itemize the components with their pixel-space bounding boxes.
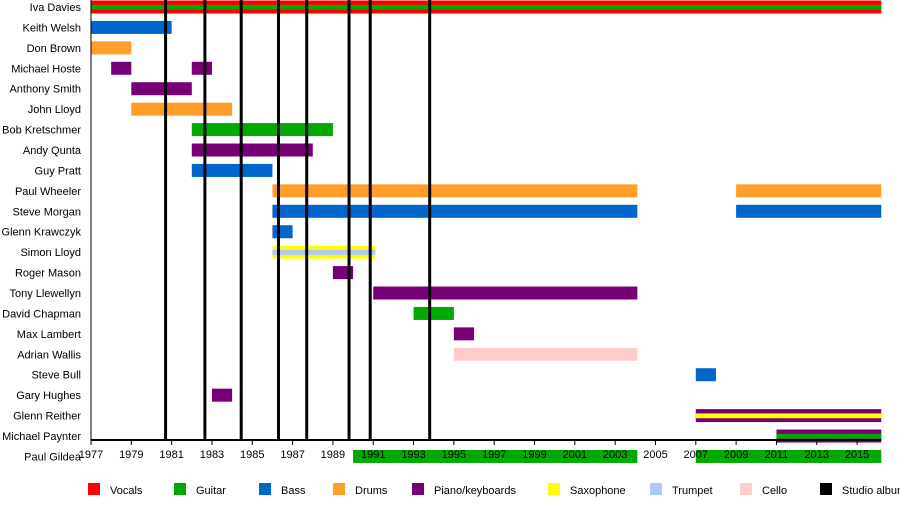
legend-swatch	[740, 483, 752, 495]
member-bars	[91, 0, 882, 463]
member-labels: Iva Davies Keith Welsh Don Brown Michael Ho…	[2, 2, 82, 463]
legend-swatch	[333, 483, 345, 495]
member-label: Adrian Wallis	[17, 349, 81, 361]
legend: Vocals Guitar Bass Drums Piano/keyboards Saxo…	[88, 483, 900, 497]
member-bar	[736, 184, 882, 198]
member-label: Steve Morgan	[13, 206, 81, 218]
member-bar	[191, 143, 313, 157]
member-bar-secondary-role	[272, 249, 376, 255]
x-tick-label: 1999	[522, 449, 546, 461]
member-label: Andy Qunta	[23, 145, 82, 157]
legend-swatch	[650, 483, 662, 495]
legend-label: Bass	[281, 485, 306, 497]
member-bar	[211, 388, 233, 402]
member-label: Don Brown	[27, 43, 81, 55]
member-label: Michael Paynter	[2, 431, 81, 443]
member-bar	[272, 204, 638, 218]
x-tick-label: 1995	[442, 449, 466, 461]
member-label: Anthony Smith	[9, 84, 81, 96]
member-bar-secondary-role	[695, 413, 882, 419]
legend-swatch	[174, 483, 186, 495]
x-tick-label: 2007	[684, 449, 708, 461]
x-tick-label: 2013	[805, 449, 829, 461]
member-label: Max Lambert	[17, 329, 81, 341]
member-bar	[191, 61, 212, 75]
x-tick-label: 2011	[765, 449, 789, 461]
legend-label: Saxophone	[570, 485, 626, 497]
member-bar	[413, 306, 454, 320]
legend-swatch	[820, 483, 832, 495]
member-label: David Chapman	[2, 308, 81, 320]
member-label: Gary Hughes	[16, 390, 81, 402]
x-tick-label: 2009	[724, 449, 748, 461]
member-bar-secondary-role	[91, 4, 882, 10]
member-bar	[191, 163, 273, 177]
member-label: Bob Kretschmer	[2, 125, 81, 137]
member-bar	[373, 286, 638, 300]
member-label: Roger Mason	[15, 268, 81, 280]
legend-swatch	[259, 483, 271, 495]
member-label: Keith Welsh	[23, 22, 82, 34]
member-label: Iva Davies	[30, 2, 82, 14]
legend-swatch	[548, 483, 560, 495]
x-tick-label: 1997	[482, 449, 506, 461]
x-tick-label: 1987	[280, 449, 304, 461]
member-bar	[191, 123, 333, 137]
member-bar	[353, 449, 638, 463]
x-tick-label: 2001	[563, 449, 587, 461]
member-bar	[131, 102, 233, 116]
member-label: Simon Lloyd	[20, 247, 81, 259]
x-tick-label: 2005	[643, 449, 667, 461]
member-bar	[272, 184, 638, 198]
legend-label: Studio album	[842, 485, 900, 497]
x-tick-label: 1981	[159, 449, 183, 461]
member-bar	[736, 204, 882, 218]
x-tick-label: 1991	[361, 449, 385, 461]
member-bar-secondary-role	[776, 433, 882, 439]
member-bar	[453, 327, 475, 341]
legend-label: Guitar	[196, 485, 226, 497]
x-tick-label: 2015	[845, 449, 869, 461]
member-bar	[695, 368, 716, 382]
member-label: Steve Bull	[31, 370, 81, 382]
member-label: John Lloyd	[28, 104, 81, 116]
member-label: Guy Pratt	[35, 165, 81, 177]
x-tick-label: 1979	[119, 449, 143, 461]
x-tick-label: 1985	[240, 449, 264, 461]
member-label: Glenn Reither	[13, 411, 81, 423]
member-bar	[131, 82, 192, 96]
member-label: Michael Hoste	[11, 63, 81, 75]
studio-album-lines	[164, 0, 432, 440]
member-label: Paul Gildea	[24, 451, 82, 463]
member-bar	[453, 347, 638, 361]
member-bar	[91, 20, 172, 34]
member-bar	[91, 41, 132, 55]
member-bar	[695, 449, 882, 463]
member-bar	[111, 61, 132, 75]
member-label: Paul Wheeler	[15, 186, 81, 198]
x-axis: 1977 1979 1981 1983 1985 1987 1989 1991 1993 1995…	[79, 0, 882, 461]
x-tick-label: 1983	[200, 449, 224, 461]
x-tick-label: 2003	[603, 449, 627, 461]
legend-label: Piano/keyboards	[434, 485, 516, 497]
member-bar	[272, 225, 293, 239]
legend-swatch	[88, 483, 100, 495]
member-label: Tony Llewellyn	[9, 288, 81, 300]
legend-swatch	[412, 483, 424, 495]
legend-label: Vocals	[110, 485, 143, 497]
legend-label: Drums	[355, 485, 388, 497]
legend-label: Cello	[762, 485, 787, 497]
member-label: Glenn Krawczyk	[2, 227, 82, 239]
legend-label: Trumpet	[672, 485, 713, 497]
x-tick-label: 1989	[321, 449, 345, 461]
x-tick-label: 1977	[79, 449, 103, 461]
x-tick-label: 1993	[401, 449, 425, 461]
